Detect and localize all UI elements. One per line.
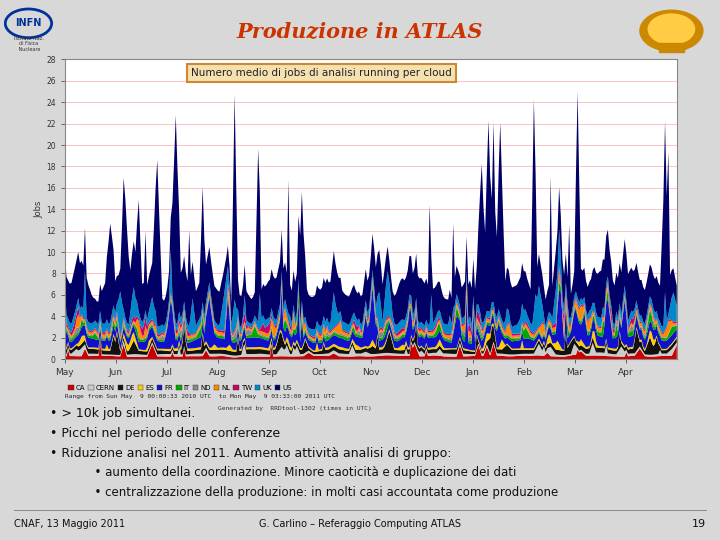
Text: Generated by  RRDtool-1302 (times in UTC): Generated by RRDtool-1302 (times in UTC) (218, 406, 372, 410)
Circle shape (648, 14, 695, 44)
Text: • aumento della coordinazione. Minore caoticità e duplicazione dei dati: • aumento della coordinazione. Minore ca… (72, 466, 516, 479)
Y-axis label: Jobs: Jobs (35, 200, 43, 218)
Bar (659, 43, 684, 52)
Legend: CA, CERN, DE, ES, FR, IT, ND, NL, TW, UK, US: CA, CERN, DE, ES, FR, IT, ND, NL, TW, UK… (68, 385, 292, 391)
Circle shape (640, 10, 703, 51)
Text: INFN: INFN (15, 18, 42, 29)
Text: • centralizzazione della produzione: in molti casi accountata come produzione: • centralizzazione della produzione: in … (72, 486, 558, 499)
Text: 19: 19 (691, 519, 706, 529)
Text: Numero medio di jobs di analisi running per cloud: Numero medio di jobs di analisi running … (192, 68, 452, 78)
Text: • > 10k job simultanei.: • > 10k job simultanei. (50, 407, 196, 420)
Text: Range from Sun May  9 00:00:33 2010 UTC  to Mon May  9 03:33:00 2011 UTC: Range from Sun May 9 00:00:33 2010 UTC t… (65, 394, 335, 399)
Text: • Riduzione analisi nel 2011. Aumento attività analisi di gruppo:: • Riduzione analisi nel 2011. Aumento at… (50, 447, 452, 460)
Text: • Picchi nel periodo delle conferenze: • Picchi nel periodo delle conferenze (50, 427, 281, 440)
Text: Produzione in ATLAS: Produzione in ATLAS (237, 21, 483, 41)
Text: Istituto Naz.
di Fisica
 Nucleare: Istituto Naz. di Fisica Nucleare (14, 36, 43, 52)
Text: G. Carlino – Referaggio Computing ATLAS: G. Carlino – Referaggio Computing ATLAS (259, 519, 461, 529)
Text: CNAF, 13 Maggio 2011: CNAF, 13 Maggio 2011 (14, 519, 125, 529)
